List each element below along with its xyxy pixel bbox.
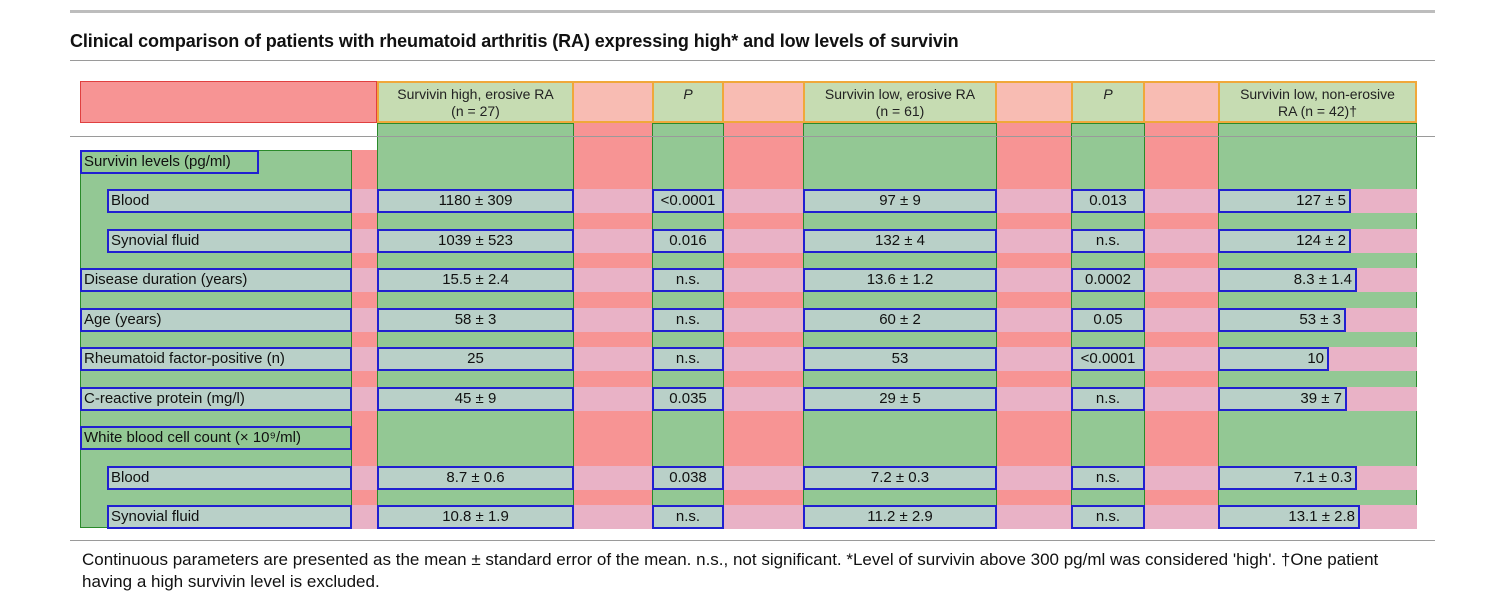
cell-low: 13.6 ± 1.2 — [803, 268, 997, 292]
header-survivin-low-erosive: Survivin low, erosive RA (n = 61) — [803, 81, 997, 123]
cell-p1: n.s. — [652, 268, 724, 292]
cell-low: 97 ± 9 — [803, 189, 997, 213]
header-survivin-high-erosive: Survivin high, erosive RA (n = 27) — [377, 81, 574, 123]
cell-nonerosive: 124 ± 2 — [1218, 229, 1351, 253]
row-label-synovial-fluid: Synovial fluid — [107, 505, 352, 529]
cell-p1: <0.0001 — [652, 189, 724, 213]
cell-high: 1039 ± 523 — [377, 229, 574, 253]
row-label-age: Age (years) — [80, 308, 352, 332]
header-spacer — [724, 81, 803, 123]
cell-high: 15.5 ± 2.4 — [377, 268, 574, 292]
section-white-blood-cell-count: White blood cell count (× 10⁹/ml) — [80, 426, 352, 450]
cell-p2: n.s. — [1071, 466, 1145, 490]
header-spacer — [574, 81, 652, 123]
cell-high: 10.8 ± 1.9 — [377, 505, 574, 529]
header-corner-cell — [80, 81, 377, 123]
header-p-value-1: P — [652, 81, 724, 123]
cell-high: 8.7 ± 0.6 — [377, 466, 574, 490]
cell-high: 25 — [377, 347, 574, 371]
header-p-value-2: P — [1071, 81, 1145, 123]
cell-low: 7.2 ± 0.3 — [803, 466, 997, 490]
cell-p1: n.s. — [652, 505, 724, 529]
header-spacer — [997, 81, 1071, 123]
cell-high: 58 ± 3 — [377, 308, 574, 332]
cell-nonerosive: 8.3 ± 1.4 — [1218, 268, 1357, 292]
table-title: Clinical comparison of patients with rhe… — [70, 31, 959, 51]
cell-high: 45 ± 9 — [377, 387, 574, 411]
cell-p1: 0.016 — [652, 229, 724, 253]
row-label-blood: Blood — [107, 466, 352, 490]
header-spacer — [1145, 81, 1218, 123]
cell-p2: <0.0001 — [1071, 347, 1145, 371]
cell-p1: n.s. — [652, 347, 724, 371]
header-survivin-low-nonerosive: Survivin low, non-erosive RA (n = 42)† — [1218, 81, 1417, 123]
cell-nonerosive: 10 — [1218, 347, 1329, 371]
cell-nonerosive: 7.1 ± 0.3 — [1218, 466, 1357, 490]
row-label-disease-duration: Disease duration (years) — [80, 268, 352, 292]
cell-p1: n.s. — [652, 308, 724, 332]
label-column-bg — [80, 150, 352, 528]
cell-p2: n.s. — [1071, 387, 1145, 411]
cell-p2: 0.0002 — [1071, 268, 1145, 292]
cell-low: 29 ± 5 — [803, 387, 997, 411]
cell-low: 60 ± 2 — [803, 308, 997, 332]
section-survivin-levels: Survivin levels (pg/ml) — [80, 150, 259, 174]
cell-p2: n.s. — [1071, 229, 1145, 253]
cell-low: 53 — [803, 347, 997, 371]
header-rule — [70, 136, 1435, 137]
cell-p1: 0.035 — [652, 387, 724, 411]
row-label-rheumatoid-factor: Rheumatoid factor-positive (n) — [80, 347, 352, 371]
bottom-rule — [70, 540, 1435, 541]
cell-nonerosive: 39 ± 7 — [1218, 387, 1347, 411]
cell-nonerosive: 13.1 ± 2.8 — [1218, 505, 1360, 529]
table-footnote: Continuous parameters are presented as t… — [82, 550, 1379, 591]
cell-low: 11.2 ± 2.9 — [803, 505, 997, 529]
cell-nonerosive: 127 ± 5 — [1218, 189, 1351, 213]
cell-p2: 0.05 — [1071, 308, 1145, 332]
cell-p1: 0.038 — [652, 466, 724, 490]
cell-low: 132 ± 4 — [803, 229, 997, 253]
row-label-c-reactive-protein: C-reactive protein (mg/l) — [80, 387, 352, 411]
top-rule — [70, 10, 1435, 13]
spacer-column-bg — [352, 150, 377, 528]
title-rule — [70, 60, 1435, 61]
row-label-synovial-fluid: Synovial fluid — [107, 229, 352, 253]
cell-p2: 0.013 — [1071, 189, 1145, 213]
cell-high: 1180 ± 309 — [377, 189, 574, 213]
cell-p2: n.s. — [1071, 505, 1145, 529]
cell-nonerosive: 53 ± 3 — [1218, 308, 1346, 332]
row-label-blood: Blood — [107, 189, 352, 213]
